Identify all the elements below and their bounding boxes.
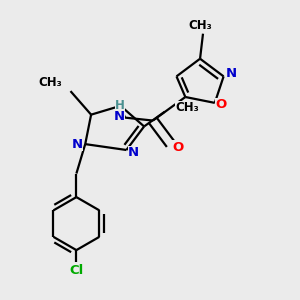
Text: Cl: Cl: [69, 264, 83, 277]
Text: N: N: [225, 67, 236, 80]
Text: H: H: [115, 99, 124, 112]
Text: O: O: [216, 98, 227, 111]
Text: N: N: [71, 138, 82, 151]
Text: N: N: [114, 110, 125, 123]
Text: N: N: [128, 146, 140, 159]
Text: CH₃: CH₃: [188, 19, 212, 32]
Text: CH₃: CH₃: [175, 101, 199, 114]
Text: CH₃: CH₃: [38, 76, 62, 89]
Text: O: O: [172, 141, 184, 154]
